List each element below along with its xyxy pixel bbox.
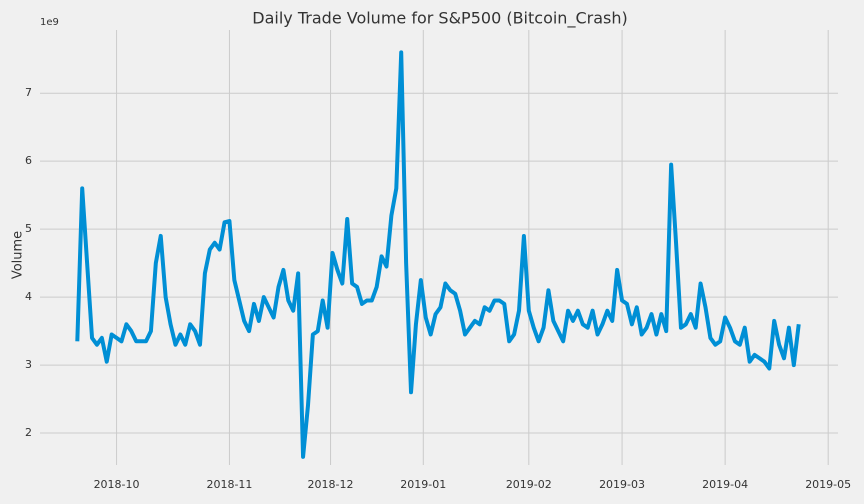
x-tick-label: 2018-10 [94,478,140,491]
x-tick-label: 2019-02 [506,478,552,491]
x-tick-label: 2019-03 [599,478,645,491]
y-offset-label: 1e9 [40,17,59,28]
y-tick-label: 3 [25,358,32,371]
x-tick-label: 2019-04 [702,478,748,491]
y-axis-label: Volume [11,231,26,279]
y-tick-label: 5 [25,222,32,235]
y-tick-label: 6 [25,154,32,167]
y-tick-label: 2 [25,426,32,439]
x-tick-label: 2019-05 [805,478,851,491]
x-tick-label: 2019-01 [400,478,446,491]
x-tick-label: 2018-11 [206,478,252,491]
data-line [75,50,801,459]
y-tick-label: 4 [25,290,32,303]
chart-title: Daily Trade Volume for S&P500 (Bitcoin_C… [252,9,627,29]
x-tick-label: 2018-12 [308,478,354,491]
y-tick-label: 7 [25,86,32,99]
